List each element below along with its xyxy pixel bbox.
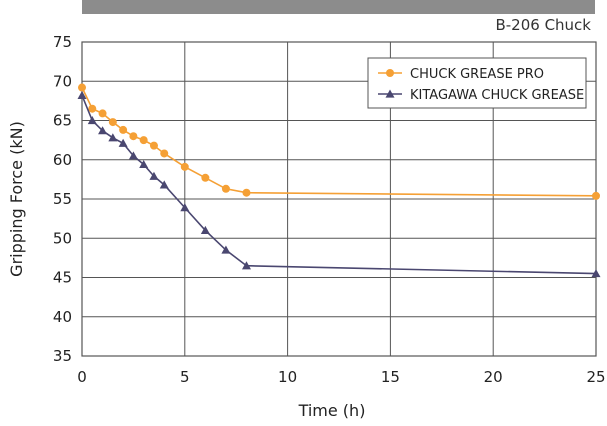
- data-point: [180, 162, 189, 171]
- data-point: [221, 184, 230, 193]
- x-tick-label: 20: [484, 368, 503, 386]
- legend-box: [367, 57, 587, 109]
- x-tick-label: 15: [381, 368, 400, 386]
- series-line: [81, 95, 597, 275]
- y-tick-label: 75: [53, 33, 72, 51]
- series-0: [78, 83, 600, 200]
- series-1: [77, 90, 601, 278]
- y-tick-label: 35: [53, 347, 72, 365]
- y-tick-label: 55: [53, 190, 72, 208]
- chart-title: B-206 Chuck: [495, 16, 591, 34]
- legend-label: CHUCK GREASE PRO: [410, 67, 544, 82]
- data-point: [149, 141, 158, 150]
- x-axis-label: Time (h): [298, 401, 366, 420]
- legend: CHUCK GREASE PRO KITAGAWA CHUCK GREASE: [367, 57, 587, 109]
- data-point: [592, 191, 600, 200]
- y-tick-label: 50: [53, 229, 72, 247]
- data-point: [87, 116, 97, 125]
- header-bar: [82, 0, 595, 14]
- y-tick-label: 70: [53, 72, 72, 90]
- y-tick-label: 60: [53, 151, 72, 169]
- y-tick-label: 45: [53, 269, 72, 287]
- x-tick-label: 5: [180, 368, 190, 386]
- x-tick-label: 25: [586, 368, 605, 386]
- data-point: [159, 180, 169, 189]
- y-tick-label: 40: [53, 308, 72, 326]
- data-point: [242, 188, 251, 197]
- legend-label: KITAGAWA CHUCK GREASE: [410, 88, 584, 103]
- data-point: [139, 159, 149, 169]
- y-axis-label: Gripping Force (kN): [7, 121, 26, 277]
- data-point: [98, 126, 108, 135]
- data-point: [119, 125, 128, 134]
- data-point: [118, 138, 128, 147]
- legend-marker: [385, 89, 395, 98]
- data-point: [78, 83, 86, 92]
- data-point: [98, 109, 107, 118]
- data-point: [200, 225, 210, 234]
- y-tick-label: 65: [53, 112, 72, 130]
- data-point: [201, 173, 210, 182]
- data-point: [88, 104, 97, 113]
- data-point: [139, 136, 148, 145]
- data-point: [129, 132, 138, 141]
- legend-marker: [386, 69, 394, 77]
- data-point: [128, 151, 138, 160]
- data-point: [77, 90, 87, 99]
- series: [77, 83, 601, 278]
- data-point: [241, 261, 251, 270]
- x-tick-label: 10: [278, 368, 297, 386]
- data-point: [108, 133, 118, 142]
- data-point: [180, 203, 190, 212]
- data-point: [149, 171, 159, 180]
- data-point: [160, 149, 169, 158]
- data-point: [591, 269, 601, 278]
- data-point: [108, 118, 117, 127]
- x-tick-label: 0: [77, 368, 87, 386]
- data-point: [221, 245, 231, 254]
- tick-labels: 0 5 10 15 20 25 35 40 45 50 55 60 65 70 75: [53, 33, 606, 386]
